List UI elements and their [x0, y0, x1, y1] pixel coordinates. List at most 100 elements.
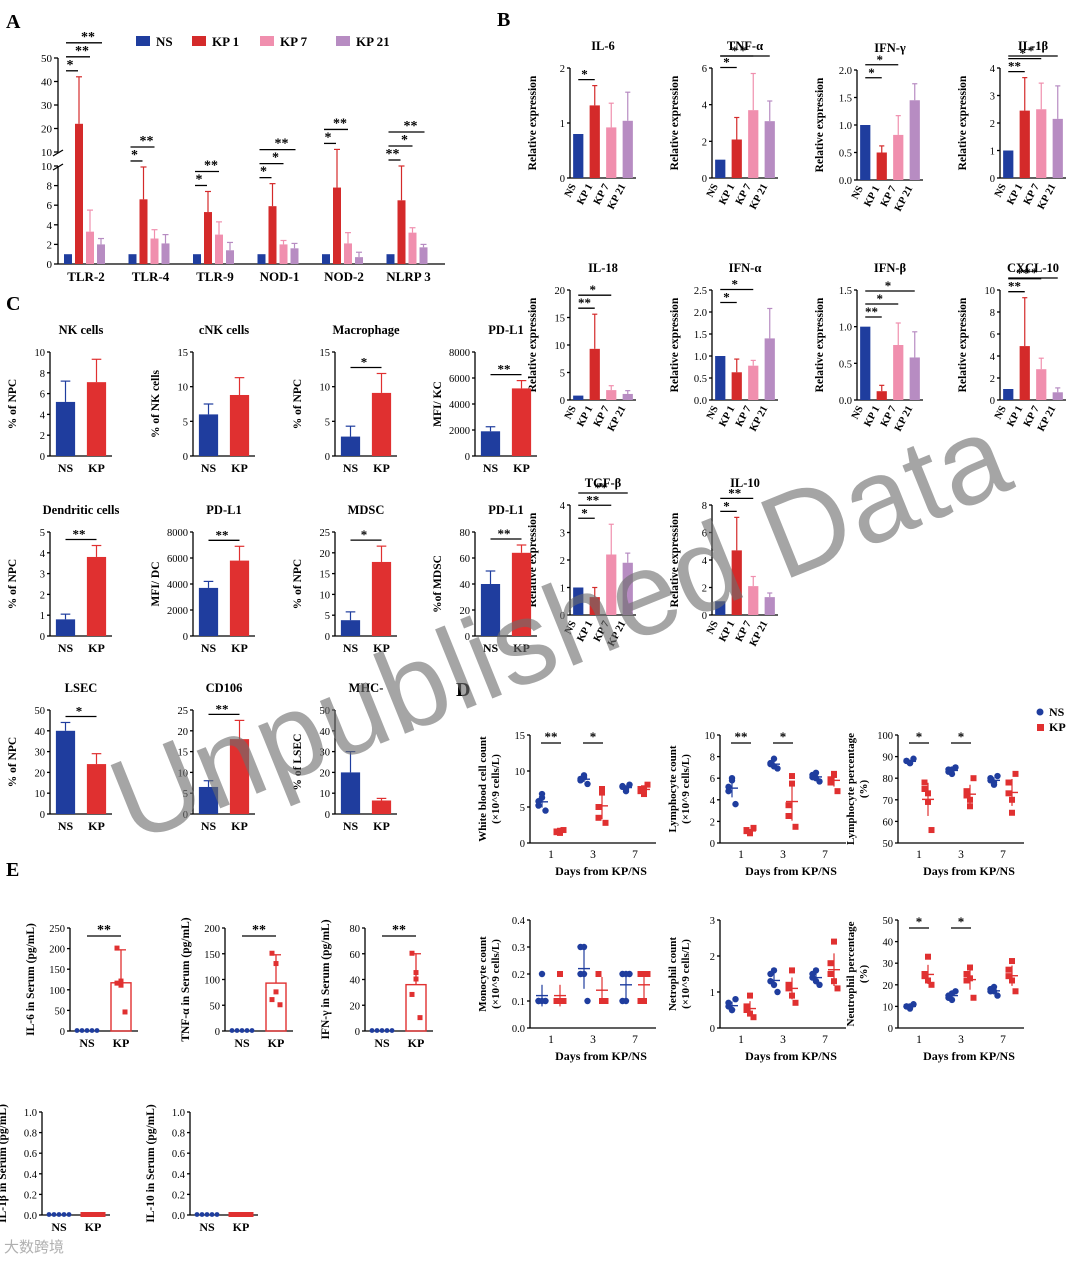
y-axis-label: % of LSEC	[292, 734, 304, 791]
significance-label: **	[216, 701, 229, 716]
point-kp	[595, 971, 602, 977]
point-ns	[369, 1028, 375, 1033]
y-tick-label: 80	[883, 774, 894, 785]
x-tick-label: KP 1	[717, 619, 737, 643]
bar-kp	[86, 382, 107, 456]
y-tick-label: 10	[705, 731, 716, 742]
point-ns	[538, 790, 546, 798]
point-kp	[1012, 988, 1019, 995]
x-tick-label: 1	[548, 1034, 554, 1046]
y-tick-label: 10	[178, 383, 189, 394]
y-tick-label: 25	[178, 706, 189, 717]
bar-kp	[371, 800, 392, 814]
y-tick-label: 0	[465, 452, 470, 463]
legend-label: KP 7	[280, 34, 308, 49]
y-tick-label: 8	[710, 753, 715, 764]
x-tick-label: NS	[199, 1220, 215, 1234]
y-axis-label: IL-10 in Serum (pg/mL)	[145, 1104, 157, 1223]
bar-kp	[371, 561, 392, 636]
y-tick-label: 0	[325, 632, 330, 643]
y-axis-label: Relative expression	[957, 75, 969, 170]
y-tick-label: 50	[883, 916, 894, 927]
point-kp	[122, 1009, 128, 1015]
x-tick-label: KP 1	[862, 184, 882, 208]
bar-kp7	[893, 345, 904, 400]
point-kp	[963, 788, 970, 795]
chart-b-6: 0.0 0.5 1.0 1.5 Relative expression IFN-β NSKP…	[814, 261, 923, 433]
significance-label: *	[196, 172, 203, 187]
y-tick-label: 10	[320, 789, 331, 800]
y-axis-label: IL-1β in Serum (pg/mL)	[0, 1104, 9, 1223]
point-kp	[831, 771, 837, 778]
point-kp	[644, 971, 651, 977]
significance-label: **	[728, 485, 741, 500]
y-tick-label: 0.0	[512, 1024, 525, 1035]
x-tick-label: 1	[916, 1034, 922, 1046]
significance-label: **	[1016, 266, 1029, 281]
point-ns	[94, 1028, 100, 1033]
point-kp	[789, 780, 795, 787]
y-tick-label: 3	[990, 92, 995, 103]
y-tick-label: 50	[55, 1006, 66, 1017]
bar-ns	[128, 254, 137, 264]
point-kp	[269, 997, 275, 1003]
point-ns	[384, 1028, 390, 1033]
y-tick-label: 3	[560, 529, 565, 540]
point-kp	[928, 827, 935, 834]
bar-kp1	[876, 152, 887, 180]
x-tick-label: TLR-4	[132, 269, 170, 284]
bar-ns	[480, 584, 501, 636]
x-tick-label: KP	[408, 1036, 425, 1050]
y-tick-label: 0.0	[172, 1211, 185, 1222]
y-tick-label: 5	[183, 789, 188, 800]
point-kp	[641, 785, 647, 792]
point-kp	[925, 977, 931, 984]
chart-e-4: 0.0 0.2 0.4 0.6 0.8 1.0 IL-10 in Serum (pg/mL)…	[145, 1104, 258, 1234]
chart-title: TGF-β	[585, 476, 622, 490]
x-tick-label: KP 1	[1005, 182, 1025, 206]
point-kp	[1005, 973, 1012, 980]
y-axis-label: % of NPC	[7, 559, 19, 609]
point-kp	[417, 1015, 423, 1021]
point-ns	[374, 1028, 380, 1033]
panel-letter-D: D	[456, 679, 470, 701]
y-tick-label: 0	[702, 611, 707, 622]
y-tick-label: 15	[320, 348, 331, 359]
bar-kp21	[764, 597, 775, 615]
bar-ns	[573, 587, 584, 615]
x-tick-label: KP 1	[717, 404, 737, 428]
bar-ns	[480, 431, 501, 456]
x-axis-label: Days from KP/NS	[555, 1049, 647, 1063]
point-kp	[228, 1212, 234, 1217]
point-ns	[767, 970, 774, 978]
y-axis-label: Relative expression	[814, 297, 826, 392]
significance-label: *	[272, 151, 279, 166]
chart-title: LSEC	[65, 681, 98, 695]
y-tick-label: 80	[350, 924, 361, 935]
y-tick-label: 4	[560, 501, 566, 512]
y-tick-label: 0	[710, 839, 715, 850]
chart-title: MHC-	[349, 681, 384, 695]
significance-label: **	[586, 492, 599, 507]
bar-kp7	[408, 232, 417, 264]
y-tick-label: 0	[990, 174, 995, 185]
chart-d-4: 0 1 2 3 Netrophil count (×10^9 cells/L) Days f…	[667, 916, 846, 1063]
point-ns	[812, 775, 820, 782]
bar-kp7	[279, 244, 288, 264]
y-tick-label: 10	[555, 341, 566, 352]
x-tick-label: KP 1	[575, 182, 595, 206]
point-kp	[831, 938, 837, 945]
x-tick-label: 3	[590, 1034, 596, 1046]
x-tick-label: KP	[233, 1220, 250, 1234]
y-tick-label: 2	[40, 590, 45, 601]
point-ns	[538, 970, 546, 978]
point-kp	[641, 791, 647, 798]
x-tick-label: KP 1	[575, 404, 595, 428]
y-tick-label: 200	[204, 924, 220, 935]
point-kp	[248, 1212, 254, 1217]
y-tick-label: 1	[990, 147, 995, 158]
x-tick-label: NS	[201, 641, 217, 655]
y-tick-label: 15	[178, 348, 189, 359]
